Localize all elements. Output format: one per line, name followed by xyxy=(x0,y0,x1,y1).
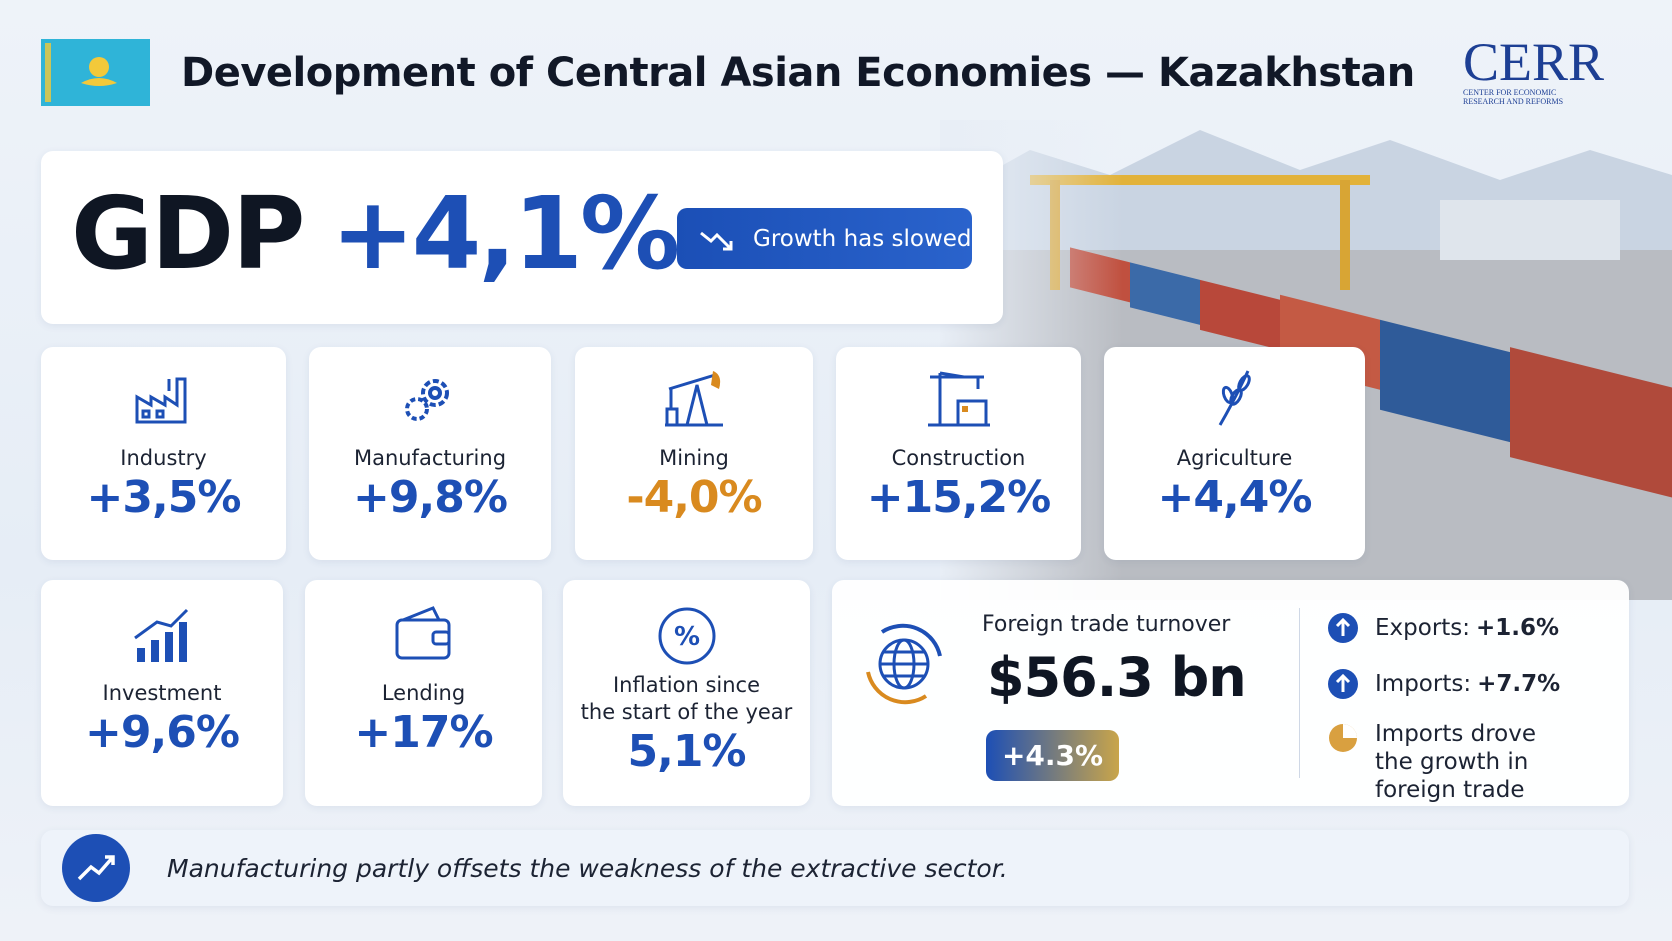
trend-up-icon xyxy=(62,834,130,902)
sector-label: Industry xyxy=(120,446,207,470)
imports-row: Imports: +7.7% xyxy=(1327,668,1560,700)
wheat-icon xyxy=(1218,370,1251,426)
sector-value: -4,0% xyxy=(626,472,762,523)
indicator-card: Investment +9,6% xyxy=(41,580,283,806)
logo-line: CENTER FOR ECONOMIC xyxy=(1463,88,1557,97)
exports-row: Exports: +1.6% xyxy=(1327,612,1559,644)
gear-icon xyxy=(405,379,449,421)
indicator-label: Lending xyxy=(381,681,466,705)
sector-value: +4,4% xyxy=(1157,472,1313,523)
logo-name: CERR xyxy=(1463,32,1605,92)
svg-text:%: % xyxy=(673,622,699,652)
indicator-label: Investment xyxy=(102,681,222,705)
sector-card: Mining -4,0% xyxy=(575,347,813,560)
percent-icon: % xyxy=(658,607,715,665)
up-icon xyxy=(1328,613,1358,643)
indicator-card: % Inflation since the start of the year … xyxy=(563,580,810,806)
divider xyxy=(1299,608,1300,778)
sector-card: Manufacturing +9,8% xyxy=(309,347,551,560)
gdp-value: +4,1% xyxy=(331,175,680,292)
sector-label: Agriculture xyxy=(1176,446,1293,470)
up-icon xyxy=(1328,669,1358,699)
industry-icon xyxy=(135,377,186,424)
sector-card: Industry +3,5% xyxy=(41,347,286,560)
globe-icon xyxy=(866,623,942,705)
sector-label: Manufacturing xyxy=(353,446,507,470)
sector-value: +9,8% xyxy=(353,472,508,523)
indicator-value: 5,1% xyxy=(627,726,746,777)
indicator-value: +17% xyxy=(354,707,493,758)
background-scene xyxy=(940,120,1672,600)
indicator-label: the start of the year xyxy=(580,700,793,724)
footer-bar: Manufacturing partly offsets the weaknes… xyxy=(41,830,1629,906)
trade-change: +4.3% xyxy=(986,730,1119,781)
sector-card: Agriculture +4,4% xyxy=(1104,347,1365,560)
gdp-badge: Growth has slowed xyxy=(677,208,972,269)
crane-icon xyxy=(927,371,990,427)
trend-down-icon xyxy=(700,231,733,250)
exports-value: +1.6% xyxy=(1476,615,1560,641)
exports-label: Exports: xyxy=(1375,615,1471,641)
indicator-card: Lending +17% xyxy=(305,580,542,806)
indicator-value: +9,6% xyxy=(85,707,240,758)
chart-icon xyxy=(134,608,189,662)
sector-value: +3,5% xyxy=(86,472,242,523)
trade-note: Imports drove the growth in foreign trad… xyxy=(1375,721,1537,803)
sector-value: +15,2% xyxy=(866,472,1052,523)
logo-subtitle: CENTER FOR ECONOMIC RESEARCH AND REFORMS xyxy=(1463,88,1643,106)
imports-value: +7.7% xyxy=(1477,671,1561,697)
trade-card: Foreign trade turnover $56.3 bn +4.3% Ex… xyxy=(832,580,1629,806)
pie-icon xyxy=(1329,724,1357,752)
gdp-card: GDP +4,1% Growth has slowed xyxy=(41,151,1003,324)
sector-card: Construction +15,2% xyxy=(836,347,1081,560)
sector-label: Mining xyxy=(659,446,729,470)
wallet-icon xyxy=(395,606,450,660)
title: Development of Central Asian Economies —… xyxy=(181,50,1415,96)
trade-value: $56.3 bn xyxy=(987,646,1247,709)
sector-label: Construction xyxy=(891,446,1026,470)
footer-text: Manufacturing partly offsets the weaknes… xyxy=(167,853,1008,883)
flag xyxy=(41,39,150,106)
oil-pump-icon xyxy=(665,371,723,427)
gdp-label: GDP xyxy=(71,175,305,292)
badge-text: Growth has slowed xyxy=(753,225,972,252)
logo: CERR CENTER FOR ECONOMIC RESEARCH AND RE… xyxy=(1463,32,1643,106)
trade-title: Foreign trade turnover xyxy=(982,612,1231,637)
imports-label: Imports: xyxy=(1375,671,1472,697)
indicator-label: Inflation since xyxy=(612,673,761,697)
logo-line: RESEARCH AND REFORMS xyxy=(1463,97,1564,106)
